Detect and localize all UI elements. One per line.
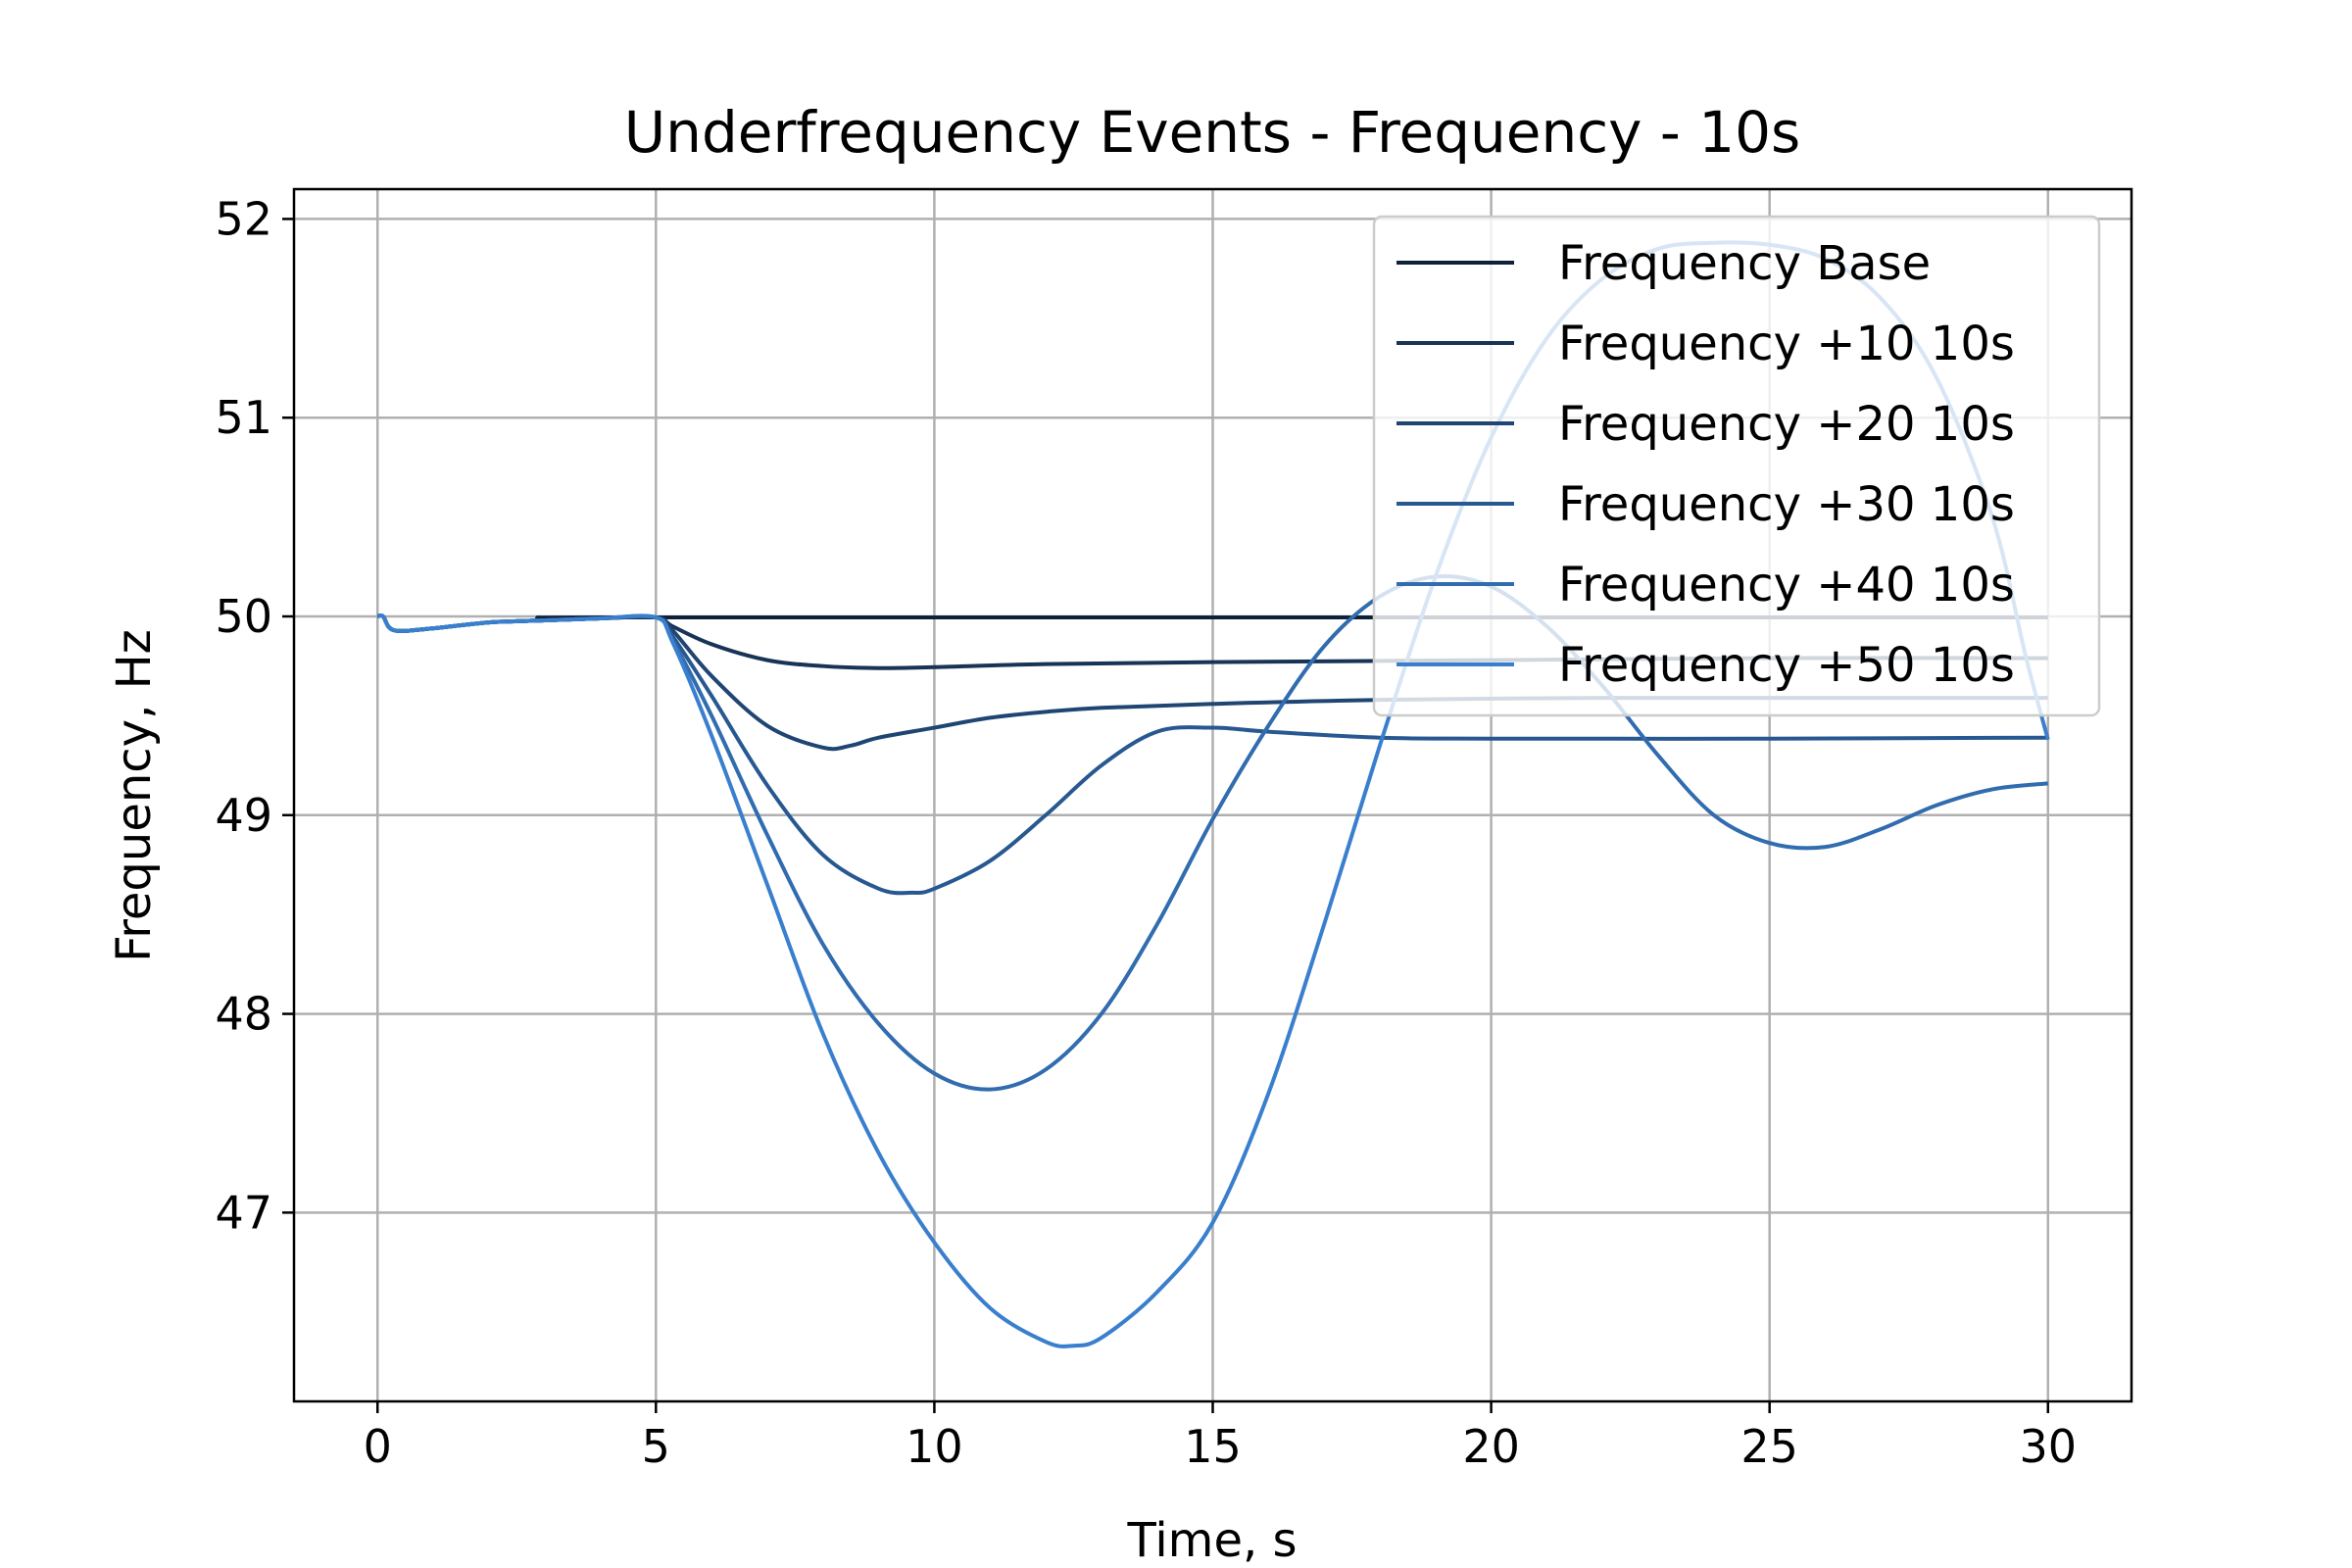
legend-label: Frequency +30 10s <box>1558 477 2015 532</box>
y-tick-label: 51 <box>215 391 272 444</box>
y-tick-label: 49 <box>215 789 272 842</box>
legend-label: Frequency +10 10s <box>1558 317 2015 371</box>
x-axis-ticks: 0 5 10 15 20 25 30 <box>364 1401 2077 1473</box>
x-tick-label: 15 <box>1184 1420 1242 1473</box>
legend-box <box>1372 215 2101 717</box>
x-tick-label: 30 <box>2019 1420 2077 1473</box>
y-tick-label: 52 <box>215 192 272 245</box>
x-tick-label: 0 <box>364 1420 392 1473</box>
legend-label: Frequency +20 10s <box>1558 397 2015 452</box>
y-axis-ticks: 47 48 49 50 51 52 <box>215 192 294 1239</box>
y-tick-label: 47 <box>215 1186 272 1239</box>
y-tick-label: 50 <box>215 590 272 643</box>
x-tick-label: 25 <box>1740 1420 1798 1473</box>
legend: Frequency Base Frequency +10 10s Frequency… <box>1372 215 2101 717</box>
legend-label: Frequency +50 10s <box>1558 638 2015 693</box>
legend-label: Frequency +40 10s <box>1558 558 2015 612</box>
x-tick-label: 5 <box>642 1420 670 1473</box>
x-axis-label: Time, s <box>1127 1513 1298 1568</box>
legend-label: Frequency Base <box>1558 236 1931 291</box>
chart-title: Underfrequency Events - Frequency - 10s <box>624 99 1801 166</box>
y-axis-label: Frequency, Hz <box>107 629 162 962</box>
x-tick-label: 10 <box>906 1420 963 1473</box>
x-tick-label: 20 <box>1462 1420 1520 1473</box>
y-tick-label: 48 <box>215 988 272 1041</box>
